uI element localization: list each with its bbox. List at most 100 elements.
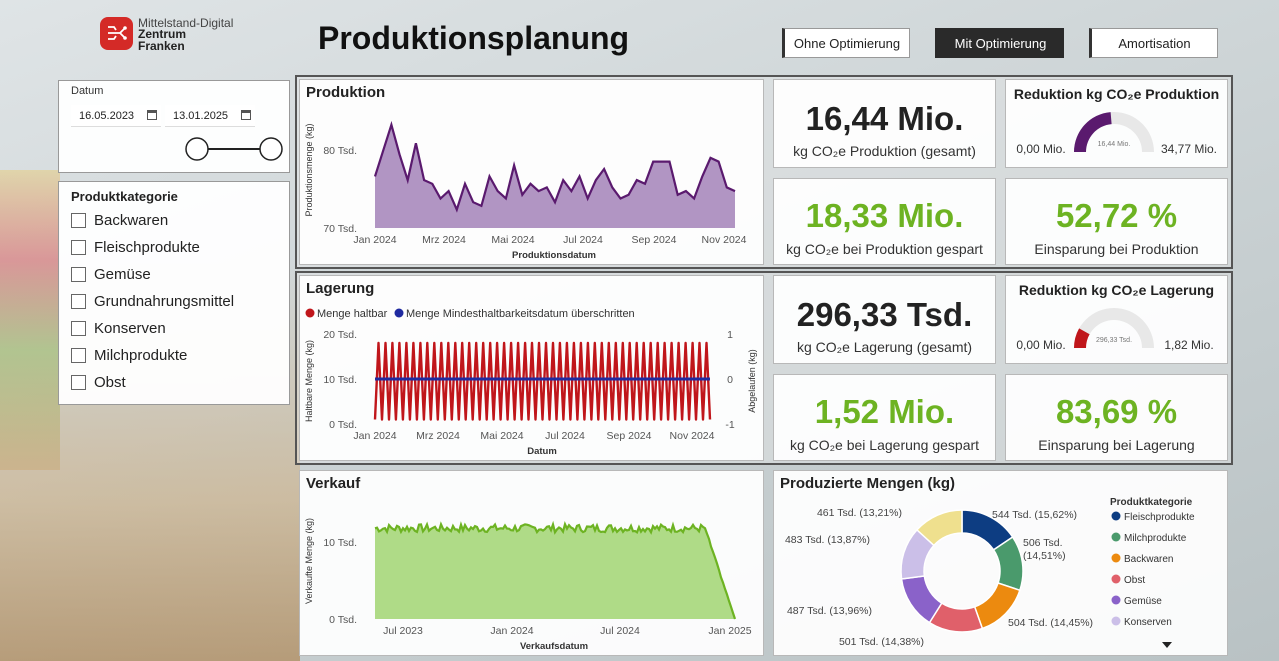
y-tick: 70 Tsd. <box>323 223 357 235</box>
legend-label: Konserven <box>1124 617 1172 628</box>
y-tick: 0 Tsd. <box>329 419 357 431</box>
checkbox[interactable] <box>71 213 86 228</box>
y-axis-label: Verkaufte Menge (kg) <box>304 518 314 604</box>
x-tick: Mai 2024 <box>491 234 534 246</box>
legend-marker <box>1111 511 1121 521</box>
haltbar-line <box>373 341 712 421</box>
donut-plot: Produktkategorie 544 Tsd. (15,62%) 506 Ts… <box>785 497 1195 648</box>
tab-amortisation[interactable]: Amortisation <box>1089 28 1218 58</box>
kpi-value: 18,33 Mio. <box>805 197 964 234</box>
legend-marker <box>1111 616 1121 626</box>
date-from-input[interactable]: 16.05.2023 <box>71 105 161 127</box>
gauge-min: 0,00 Mio. <box>1016 338 1065 352</box>
lagerung-chart[interactable]: Lagerung Menge haltbar Menge Mindesthalt… <box>299 275 764 461</box>
gauge-prod-svg: 16,44 Mio. 0,00 Mio. 34,77 Mio. <box>1016 112 1217 156</box>
verkauf-line <box>374 520 737 620</box>
legend-label: Menge haltbar <box>317 308 388 320</box>
kpi-label: kg CO₂e Lagerung (gesamt) <box>796 339 973 355</box>
kpi-label: kg CO₂e bei Lagerung gespart <box>789 437 980 453</box>
kpi-prod-total: 16,44 Mio. kg CO₂e Produktion (gesamt) <box>773 79 996 168</box>
checkbox[interactable] <box>71 294 86 309</box>
produktion-area <box>375 124 735 228</box>
kpi-lager-total: 296,33 Tsd. kg CO₂e Lagerung (gesamt) <box>773 275 996 364</box>
category-gemuese[interactable]: Gemüse <box>71 266 151 283</box>
category-backwaren[interactable]: Backwaren <box>71 212 168 229</box>
x-tick: Nov 2024 <box>670 430 715 442</box>
date-to-value: 13.01.2025 <box>173 109 229 122</box>
legend-title: Produktkategorie <box>1110 497 1193 508</box>
x-axis-label: Datum <box>527 446 557 457</box>
gauge-lager: Reduktion kg CO₂e Lagerung 296,33 Tsd. 0… <box>1005 275 1228 364</box>
category-obst[interactable]: Obst <box>71 374 126 391</box>
x-tick: Jul 2023 <box>383 625 423 637</box>
slider-handle-start[interactable] <box>185 137 209 161</box>
x-tick: Jan 2024 <box>490 625 533 637</box>
produzierte-mengen-chart[interactable]: Produzierte Mengen (kg) Produktkategorie… <box>773 470 1228 656</box>
verkauf-chart[interactable]: Verkauf Verkaufte Menge (kg) 10 Tsd. 0 T… <box>299 470 764 656</box>
tab-mit-optimierung[interactable]: Mit Optimierung <box>935 28 1064 58</box>
logo-line1: Mittelstand-Digital <box>138 16 234 30</box>
legend-marker <box>1111 595 1121 605</box>
calendar-icon[interactable] <box>241 110 251 120</box>
gauge-max: 34,77 Mio. <box>1161 142 1217 156</box>
category-konserven[interactable]: Konserven <box>71 320 166 337</box>
slider-handle-end[interactable] <box>259 137 283 161</box>
x-tick: Jul 2024 <box>545 430 585 442</box>
tab-ohne-optimierung[interactable]: Ohne Optimierung <box>782 28 910 58</box>
y2-tick: -1 <box>725 419 734 431</box>
date-range-slider[interactable] <box>179 135 289 165</box>
slice-label: 461 Tsd. (13,21%) <box>817 507 902 519</box>
lagerung-plot: Menge haltbar Menge Mindesthaltbarkeitsd… <box>304 308 757 457</box>
category-fleischprodukte[interactable]: Fleischprodukte <box>71 239 200 256</box>
checkbox[interactable] <box>71 321 86 336</box>
gauge-center-value: 16,44 Mio. <box>1098 141 1131 148</box>
category-grundnahrungsmittel[interactable]: Grundnahrungsmittel <box>71 293 234 310</box>
legend-label: Obst <box>1124 575 1145 586</box>
verkauf-area <box>375 524 735 619</box>
gauge-track <box>1074 308 1154 348</box>
category-filter-title: Produktkategorie <box>71 189 178 204</box>
logo: Mittelstand-Digital Zentrum Franken <box>100 16 250 56</box>
y-tick: 10 Tsd. <box>323 374 357 386</box>
legend-marker <box>1111 553 1121 563</box>
date-to-input[interactable]: 13.01.2025 <box>165 105 255 127</box>
legend-marker <box>1111 574 1121 584</box>
calendar-icon[interactable] <box>147 110 157 120</box>
legend-label: Gemüse <box>1124 596 1162 607</box>
category-milchprodukte[interactable]: Milchprodukte <box>71 347 187 364</box>
x-tick: Jan 2024 <box>353 430 396 442</box>
legend-label: Fleischprodukte <box>1124 512 1195 523</box>
gauge-title: Reduktion kg CO₂e Lagerung <box>1018 282 1215 298</box>
x-axis-label: Verkaufsdatum <box>520 641 588 652</box>
kpi-lager-saved: 1,52 Mio. kg CO₂e bei Lagerung gespart <box>773 374 996 461</box>
kpi-value: 16,44 Mio. <box>805 100 964 137</box>
x-tick: Mrz 2024 <box>422 234 466 246</box>
slice-label: 544 Tsd. (15,62%) <box>992 509 1077 521</box>
x-tick: Jan 2025 <box>708 625 751 637</box>
y-axis-label: Haltbare Menge (kg) <box>304 340 314 422</box>
checkbox[interactable] <box>71 267 86 282</box>
page-title: Produktionsplanung <box>318 20 630 56</box>
scroll-down-icon[interactable] <box>1162 642 1172 648</box>
checkbox[interactable] <box>71 375 86 390</box>
background-produce <box>0 170 60 470</box>
x-tick: Jan 2024 <box>353 234 396 246</box>
produktion-chart[interactable]: Produktion Produktionsmenge (kg) 80 Tsd.… <box>299 79 764 265</box>
donut-slice <box>915 509 963 547</box>
slice-label: 501 Tsd. (14,38%) <box>839 636 924 648</box>
slice-label: 504 Tsd. (14,45%) <box>1008 617 1093 629</box>
checkbox[interactable] <box>71 348 86 363</box>
y-axis-label: Produktionsmenge (kg) <box>304 123 314 216</box>
legend-label: Menge Mindesthaltbarkeitsdatum überschri… <box>406 308 635 320</box>
date-filter: Datum 16.05.2023 13.01.2025 <box>58 80 290 173</box>
kpi-value: 52,72 % <box>1055 197 1178 234</box>
x-tick: Nov 2024 <box>702 234 747 246</box>
checkbox[interactable] <box>71 240 86 255</box>
legend-marker-abgelaufen <box>394 308 404 318</box>
kpi-label: Einsparung bei Lagerung <box>1038 437 1195 453</box>
x-axis-label: Produktionsdatum <box>512 250 596 261</box>
slice-label: 506 Tsd. <box>1023 537 1063 549</box>
gauge-center-value: 296,33 Tsd. <box>1096 337 1132 344</box>
gauge-prod: Reduktion kg CO₂e Produktion 16,44 Mio. … <box>1005 79 1228 168</box>
produktion-plot: Produktionsmenge (kg) 80 Tsd. 70 Tsd. Ja… <box>304 120 747 261</box>
